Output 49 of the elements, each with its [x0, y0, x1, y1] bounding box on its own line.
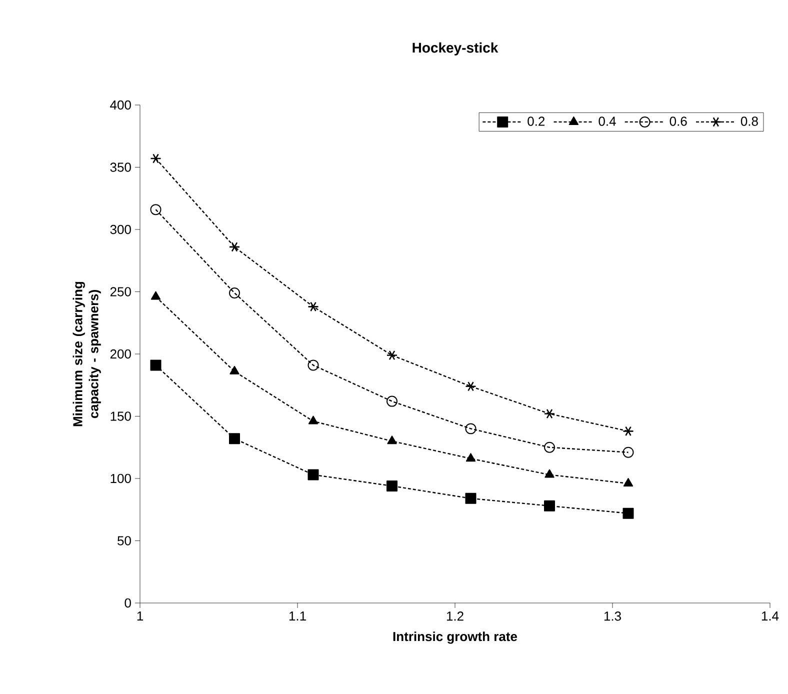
point	[308, 416, 318, 424]
y-axis-title: Minimum size (carrying capacity - spawners)	[72, 282, 101, 426]
point	[544, 408, 556, 419]
point	[466, 453, 476, 462]
legend-label: 0.8	[740, 116, 758, 126]
y-tick-label: 300	[110, 224, 131, 234]
y-tick-label: 350	[110, 162, 131, 172]
chart-title: Hockey-stick	[412, 42, 498, 56]
x-tick-label: 1.3	[604, 612, 621, 621]
point	[150, 291, 161, 300]
point	[465, 423, 476, 434]
point	[308, 302, 319, 312]
x-tick-label: 1.2	[446, 612, 464, 621]
point	[622, 508, 634, 519]
point	[230, 366, 240, 374]
y-tick-label: 400	[110, 100, 131, 110]
y-tick-label: 100	[110, 474, 131, 484]
point	[386, 480, 398, 492]
point	[228, 242, 240, 252]
point	[387, 436, 397, 444]
legend-label: 0.6	[670, 116, 687, 126]
y-tick-label: 0	[124, 598, 131, 608]
x-tick-label: 1	[137, 612, 143, 620]
point	[150, 360, 162, 371]
x-tick-label: 1.1	[289, 612, 306, 620]
point	[150, 154, 162, 164]
point	[465, 381, 476, 392]
point	[544, 500, 555, 512]
point	[623, 478, 634, 486]
y-tick-label: 250	[110, 287, 131, 296]
legend-label: 0.2	[528, 116, 545, 126]
x-tick-label: 1.4	[762, 612, 779, 620]
point	[386, 396, 398, 407]
point	[308, 360, 319, 371]
x-axis-title: Intrinsic growth rate	[393, 632, 518, 644]
point	[544, 469, 554, 478]
point	[308, 469, 319, 480]
legend-label: 0.4	[598, 116, 616, 126]
point	[386, 350, 398, 360]
y-tick-label: 150	[110, 412, 131, 421]
point	[229, 433, 240, 444]
point	[229, 287, 240, 298]
point	[622, 426, 634, 436]
y-tick-label: 50	[118, 536, 131, 546]
y-tick-label: 200	[110, 349, 131, 359]
point	[150, 204, 162, 216]
point	[622, 446, 634, 458]
point	[465, 492, 476, 504]
point	[544, 442, 555, 453]
